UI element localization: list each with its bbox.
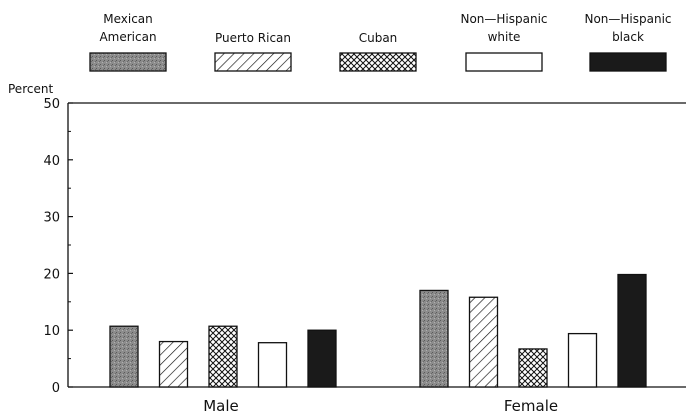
- bar-male-0: [109, 325, 139, 388]
- bar-female-3: [567, 332, 598, 388]
- legend-swatch: [589, 52, 667, 72]
- y-tick-label: 20: [43, 267, 60, 282]
- legend-swatch: [465, 52, 543, 72]
- bar-male-1: [158, 340, 189, 388]
- legend-label: Puerto Rican: [215, 31, 291, 45]
- bar-female-1: [468, 296, 499, 388]
- legend-label: Mexican American: [99, 12, 156, 44]
- bar-female-2: [518, 348, 548, 388]
- bars: [109, 273, 647, 388]
- legend-swatch: [214, 52, 292, 72]
- legend-label: Cuban: [359, 31, 398, 45]
- x-category-label: Female: [504, 397, 558, 414]
- legend: Mexican American Puerto Rican Cuban Non—Hisp…: [89, 12, 672, 72]
- legend-label: Non—Hispanic black: [584, 12, 671, 44]
- y-tick-label: 30: [43, 211, 60, 226]
- bar-male-4: [307, 329, 337, 388]
- legend-swatch: [89, 52, 167, 72]
- legend-label: Non—Hispanic white: [460, 12, 547, 44]
- x-axis-labels: Male Female: [203, 397, 558, 414]
- y-axis-label: Percent: [8, 82, 53, 96]
- y-tick-label: 0: [52, 381, 60, 396]
- bar-male-3: [257, 342, 288, 388]
- y-tick-label: 50: [43, 97, 60, 112]
- y-tick-label: 10: [43, 324, 60, 339]
- bar-male-2: [208, 325, 238, 388]
- bar-female-0: [419, 289, 449, 388]
- y-tick-label: 40: [43, 154, 60, 169]
- x-category-label: Male: [203, 397, 239, 414]
- legend-swatch: [339, 52, 417, 72]
- bar-female-4: [617, 273, 647, 388]
